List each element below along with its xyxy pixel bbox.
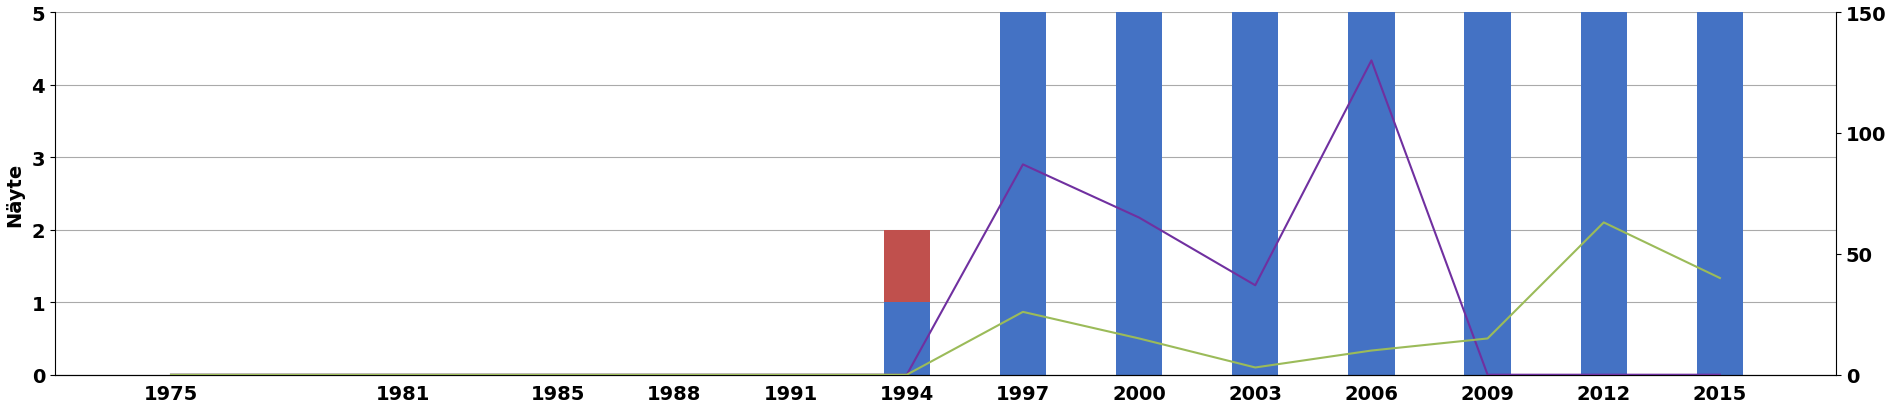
Bar [1580, 13, 1627, 375]
Bar [1116, 13, 1162, 375]
Bar [1232, 13, 1279, 375]
Bar [884, 302, 931, 375]
Bar [884, 230, 931, 302]
Bar [1349, 13, 1394, 375]
Bar [1464, 13, 1512, 375]
Bar [999, 13, 1046, 375]
Bar [1232, 0, 1279, 13]
Y-axis label: Näyte: Näyte [6, 162, 25, 226]
Bar [1697, 13, 1743, 375]
